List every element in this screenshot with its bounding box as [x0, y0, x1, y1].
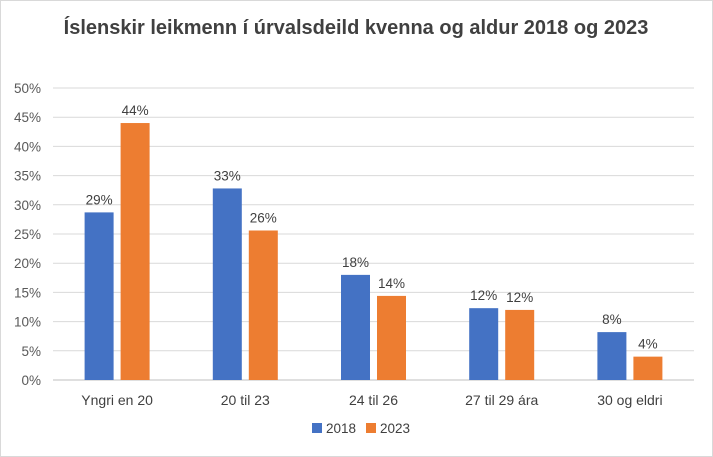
y-tick-label: 45%: [14, 110, 41, 125]
data-label: 29%: [86, 192, 113, 207]
legend: 2018 2023: [312, 421, 410, 436]
data-label: 12%: [470, 288, 497, 303]
legend-label: 2018: [326, 421, 356, 436]
data-label: 26%: [250, 210, 277, 225]
category-label: 20 til 23: [221, 392, 270, 408]
data-label: 8%: [602, 312, 622, 327]
y-tick-label: 25%: [14, 227, 41, 242]
data-label: 14%: [378, 276, 405, 291]
y-tick-label: 35%: [14, 169, 41, 184]
y-tick-label: 15%: [14, 285, 41, 300]
bar-2023-2: [377, 295, 406, 380]
bar-2023-3: [505, 309, 535, 380]
bar-2023-1: [248, 230, 278, 380]
y-tick-label: 40%: [14, 139, 41, 154]
y-tick-label: 5%: [21, 344, 41, 359]
bar-2018-2: [341, 274, 370, 380]
y-tick-label: 20%: [14, 256, 41, 271]
category-label: 24 til 26: [349, 392, 398, 408]
data-label: 18%: [342, 255, 369, 270]
data-label: 4%: [638, 337, 658, 352]
bar-2018-1: [212, 188, 242, 380]
data-labels: 29% 44% 33% 26% 18% 14% 12% 12% 8% 4%: [86, 103, 658, 352]
y-tick-label: 50%: [14, 81, 41, 96]
data-label: 44%: [122, 103, 149, 118]
y-tick-label: 30%: [14, 198, 41, 213]
y-tick-label: 0%: [21, 373, 41, 388]
category-label: 27 til 29 ára: [465, 392, 538, 408]
y-axis-ticks: 0% 5% 10% 15% 20% 25% 30% 35% 40% 45% 50%: [14, 81, 41, 388]
bar-2018-0: [84, 212, 114, 380]
legend-swatch: [312, 423, 322, 433]
bar-2023-0: [120, 123, 150, 380]
y-tick-label: 10%: [14, 315, 41, 330]
legend-label: 2023: [380, 421, 410, 436]
bar-2018-3: [469, 308, 499, 380]
bars: [84, 123, 663, 380]
x-axis-categories: Yngri en 20 20 til 23 24 til 26 27 til 29 á…: [81, 392, 662, 408]
data-label: 33%: [214, 168, 241, 183]
chart-title: Íslenskir leikmenn í úrvalsdeild kvenna …: [64, 16, 649, 39]
data-label: 12%: [506, 290, 533, 305]
category-label: 30 og eldri: [597, 392, 662, 408]
bar-2018-4: [597, 332, 627, 380]
category-label: Yngri en 20: [81, 392, 153, 408]
bar-2023-4: [633, 356, 663, 380]
gridlines: [53, 87, 694, 381]
legend-swatch: [366, 423, 376, 433]
